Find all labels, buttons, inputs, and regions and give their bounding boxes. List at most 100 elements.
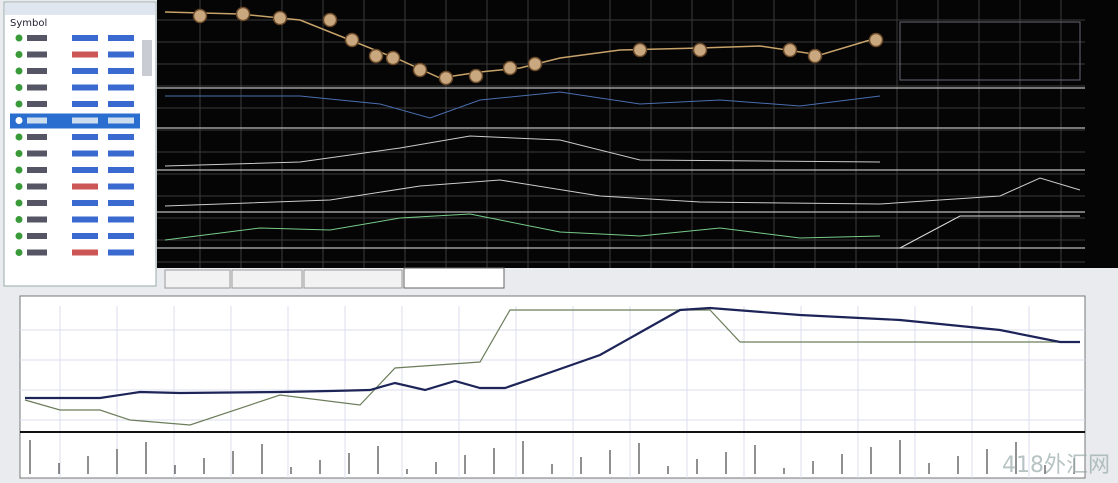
main-line bbox=[25, 306, 1080, 400]
ask-cell bbox=[108, 101, 134, 107]
pane-separators bbox=[157, 87, 1085, 249]
marker bbox=[632, 42, 648, 58]
marker bbox=[272, 10, 288, 26]
column-header: Symbol bbox=[10, 18, 47, 29]
price-axis bbox=[1085, 0, 1118, 268]
symbol-cell bbox=[27, 68, 47, 74]
status-icon bbox=[15, 150, 23, 157]
symbol-cell bbox=[27, 249, 47, 256]
ask-cell bbox=[108, 117, 134, 124]
tab-active[interactable] bbox=[403, 267, 505, 289]
ask-cell bbox=[108, 134, 134, 140]
symbol-cell bbox=[27, 233, 47, 239]
detail-grid bbox=[20, 306, 1085, 478]
bid-cell bbox=[72, 101, 98, 107]
status-icon bbox=[15, 249, 23, 256]
inset-panel bbox=[899, 21, 1081, 81]
ask-cell bbox=[108, 51, 134, 58]
symbol-cell bbox=[27, 167, 47, 173]
status-icon bbox=[15, 34, 23, 42]
marker bbox=[322, 12, 338, 28]
status-icon bbox=[15, 51, 23, 58]
marker bbox=[385, 50, 401, 66]
sidebar-titlebar bbox=[5, 3, 155, 15]
marker bbox=[344, 32, 360, 48]
indicator-line bbox=[164, 135, 881, 167]
indicator-line bbox=[164, 177, 1081, 207]
ask-cell bbox=[108, 249, 134, 256]
ask-cell bbox=[108, 216, 134, 223]
indicator-line bbox=[165, 91, 881, 119]
ask-cell bbox=[108, 84, 134, 91]
status-icon bbox=[15, 133, 23, 141]
marker bbox=[368, 48, 384, 64]
marker bbox=[412, 62, 428, 78]
bid-cell bbox=[72, 183, 98, 190]
detail-chart bbox=[19, 295, 1086, 479]
scrollbar bbox=[142, 40, 152, 76]
ask-cell bbox=[108, 35, 134, 41]
oscillator bbox=[899, 215, 1080, 249]
secondary-line bbox=[24, 309, 1080, 426]
tab[interactable] bbox=[231, 269, 303, 289]
bid-cell bbox=[72, 35, 98, 41]
symbol-cell bbox=[27, 183, 47, 190]
marker bbox=[438, 70, 454, 86]
marker bbox=[868, 32, 884, 48]
bid-cell bbox=[72, 68, 98, 74]
symbol-rows bbox=[10, 34, 140, 256]
bid-cell bbox=[72, 167, 98, 173]
symbol-cell bbox=[27, 150, 47, 157]
status-icon bbox=[15, 100, 23, 108]
ask-cell bbox=[108, 68, 134, 74]
ask-cell bbox=[108, 167, 134, 173]
bid-cell bbox=[72, 117, 98, 124]
event-markers bbox=[192, 6, 884, 86]
bid-cell bbox=[72, 134, 98, 140]
bid-cell bbox=[72, 233, 98, 239]
market-watch bbox=[3, 1, 157, 287]
status-icon bbox=[15, 216, 23, 223]
bid-cell bbox=[72, 249, 98, 256]
ask-cell bbox=[108, 150, 134, 157]
watermark: 418外汇网 bbox=[1002, 453, 1110, 478]
status-icon bbox=[15, 84, 23, 91]
marker bbox=[502, 60, 518, 76]
symbol-cell bbox=[27, 216, 47, 223]
symbol-cell bbox=[27, 84, 47, 91]
symbol-cell bbox=[27, 35, 47, 41]
price-chart bbox=[157, 0, 1085, 268]
marker bbox=[807, 48, 823, 64]
tab[interactable] bbox=[164, 269, 231, 289]
marker bbox=[235, 6, 251, 22]
bid-cell bbox=[72, 150, 98, 157]
bid-cell bbox=[72, 216, 98, 223]
bid-cell bbox=[72, 51, 98, 58]
status-icon bbox=[15, 232, 23, 240]
tab[interactable] bbox=[303, 269, 403, 289]
status-icon bbox=[15, 117, 23, 124]
status-icon bbox=[15, 67, 23, 75]
symbol-cell bbox=[27, 200, 47, 206]
marker bbox=[468, 68, 484, 84]
symbol-cell bbox=[27, 117, 47, 124]
marker bbox=[692, 42, 708, 58]
ask-cell bbox=[108, 183, 134, 190]
bid-cell bbox=[72, 84, 98, 91]
tabs bbox=[164, 267, 505, 289]
status-icon bbox=[15, 166, 23, 174]
bid-cell bbox=[72, 200, 98, 206]
marker bbox=[192, 8, 208, 24]
symbol-cell bbox=[27, 134, 47, 140]
ask-cell bbox=[108, 200, 134, 206]
chart-grid bbox=[157, 0, 1085, 268]
price-line bbox=[164, 11, 871, 79]
symbol-cell bbox=[27, 51, 47, 58]
symbol-cell bbox=[27, 101, 47, 107]
marker bbox=[782, 42, 798, 58]
status-icon bbox=[15, 199, 23, 207]
marker bbox=[527, 56, 543, 72]
ask-cell bbox=[108, 233, 134, 239]
volume-bars bbox=[29, 440, 1075, 474]
